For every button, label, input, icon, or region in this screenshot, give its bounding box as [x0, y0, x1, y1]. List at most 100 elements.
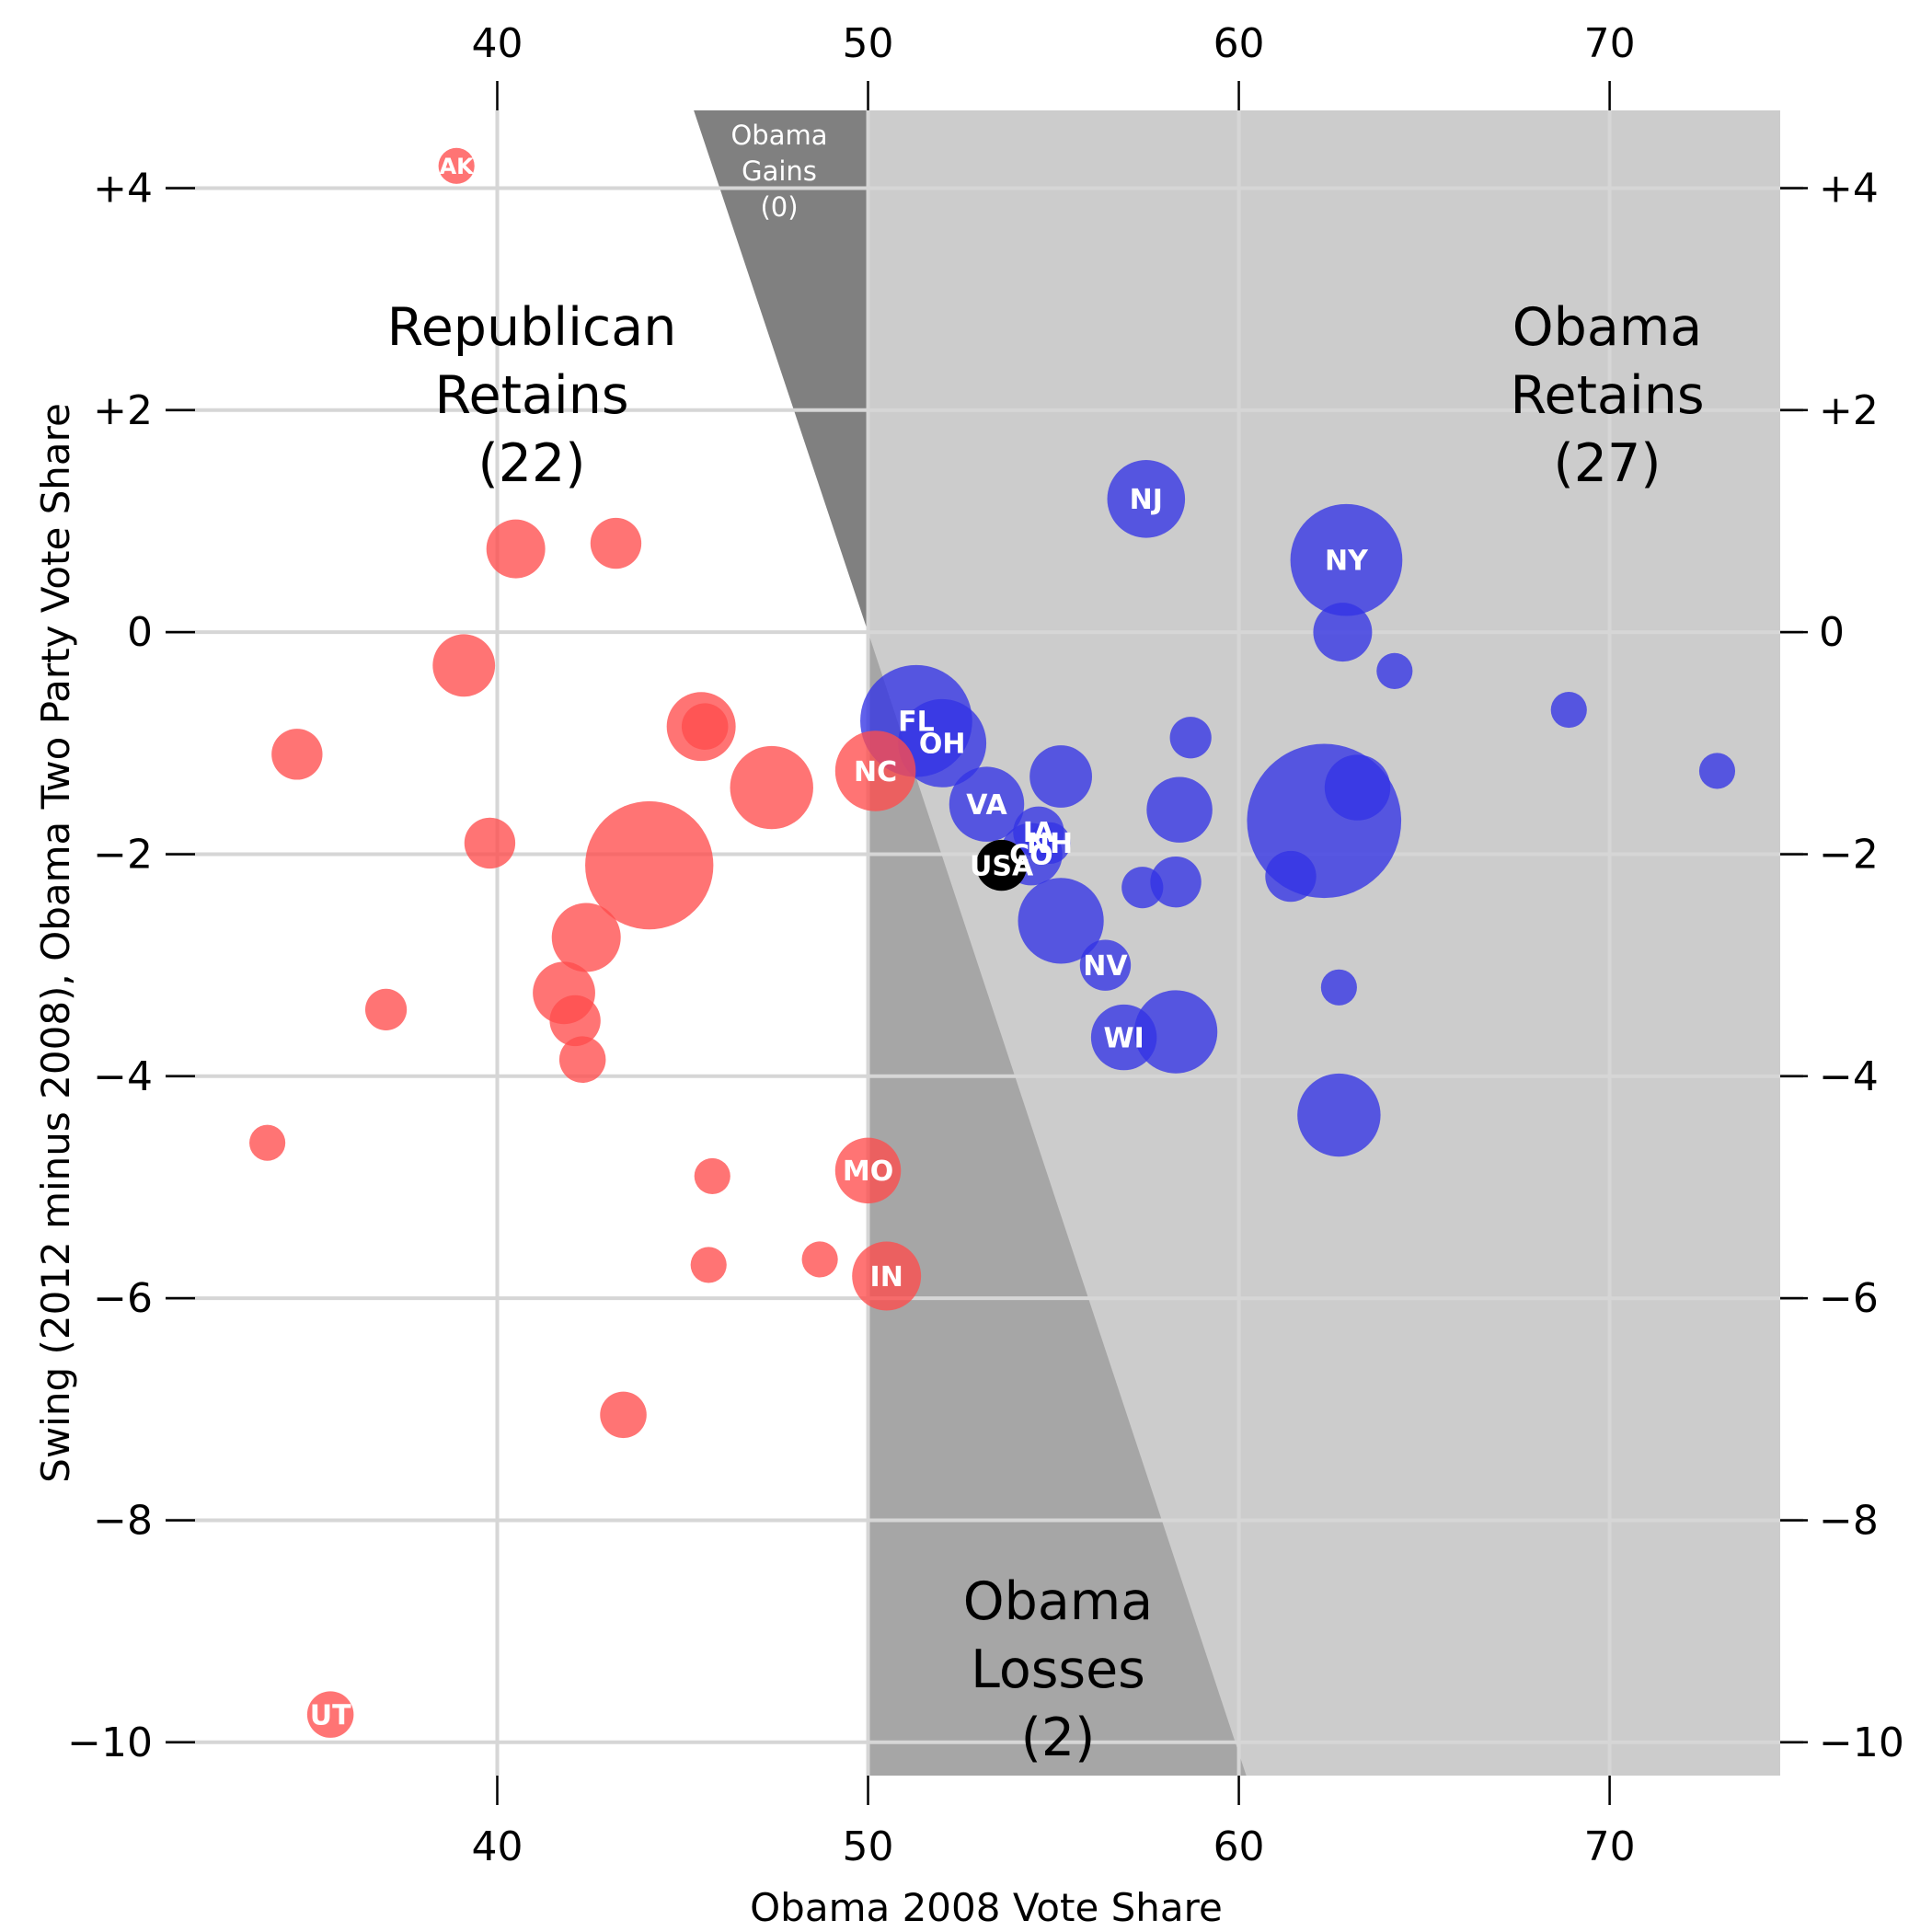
x-tick-label-top: 70: [1584, 20, 1636, 67]
bubble-label-ut: UT: [310, 1699, 351, 1731]
bubble-republican-state: [590, 517, 642, 569]
bubble-in: [852, 1241, 922, 1311]
bubble-label-co: CO: [1009, 839, 1053, 871]
bubble-obama-state: [1146, 776, 1213, 843]
x-tick-label-top: 50: [843, 20, 894, 67]
bubble-label-wi: WI: [1103, 1022, 1144, 1054]
bubble-obama-state: [1018, 878, 1104, 964]
bubble-label-fl: FL: [898, 706, 935, 738]
bubble-obama-state: [1150, 856, 1202, 908]
bubble-republican-state: [271, 729, 323, 780]
bubble-label-in: IN: [870, 1261, 903, 1294]
y-tick-label-left: −8: [93, 1497, 153, 1544]
bubble-republican-state: [464, 817, 516, 869]
region-label-line: Obama: [1512, 297, 1702, 358]
region-label-line: Obama: [963, 1571, 1153, 1632]
bubble-obama-state: [1121, 867, 1164, 909]
y-tick-label-right: −8: [1819, 1497, 1879, 1544]
bubble-obama-state: [1029, 745, 1093, 808]
bubble-republican-state: [364, 988, 408, 1030]
grid-layer: [166, 110, 1803, 1776]
y-tick-label-right: −6: [1819, 1275, 1879, 1322]
region-label-republican-retains: Republican Retains (22): [387, 297, 677, 494]
y-tick-label-left: 0: [127, 609, 153, 656]
region-label-line: Gains: [742, 155, 817, 187]
region-label-line: Republican: [387, 297, 677, 358]
x-axis-title: Obama 2008 Vote Share: [750, 1885, 1223, 1930]
bubble-label-oh: OH: [919, 729, 966, 761]
y-tick-label-left: +4: [93, 165, 153, 212]
y-tick-label-right: −4: [1819, 1053, 1879, 1100]
y-tick-label-left: +2: [93, 387, 153, 434]
bubble-obama-state: [1698, 753, 1736, 789]
bubble-label-va: VA: [966, 789, 1007, 822]
region-label-line: (22): [477, 433, 585, 494]
bubble-label-ia: IA: [1023, 817, 1055, 849]
bubble-republican-state: [694, 1157, 730, 1194]
bubble-mo: [834, 1137, 902, 1204]
y-tick-label-right: −10: [1819, 1719, 1904, 1766]
y-tick-label-right: −2: [1819, 831, 1879, 878]
region-label-line: Retains: [434, 365, 628, 426]
bubble-obama-state: [1376, 652, 1413, 689]
region-label-line: (0): [760, 191, 798, 223]
bubble-republican-state: [249, 1124, 286, 1161]
bubble-obama-state: [1265, 850, 1317, 903]
bubble-oh: [898, 698, 987, 788]
region-label-line: (27): [1553, 433, 1661, 494]
x-tick-label-top: 60: [1213, 20, 1265, 67]
x-tick-label-bottom: 50: [843, 1823, 894, 1870]
bubble-republican-state: [730, 745, 813, 830]
region-labels-layer: Republican Retains (22)Obama Retains (27)Oba…: [387, 120, 1705, 1768]
bubble-republican-state: [551, 903, 621, 972]
bubble-ny: [1290, 503, 1403, 616]
y-tick-label-left: −2: [93, 831, 153, 878]
bubbles-layer: [249, 147, 1736, 1738]
bubble-republican-state: [690, 1247, 727, 1283]
region-label-line: (2): [1021, 1708, 1096, 1768]
bubble-ut: [306, 1691, 354, 1738]
x-tick-label-bottom: 40: [471, 1823, 523, 1870]
bubble-obama-state: [1133, 990, 1218, 1074]
bubble-obama-state: [1320, 969, 1357, 1006]
y-tick-label-left: −6: [93, 1275, 153, 1322]
region-label-obama-retains: Obama Retains (27): [1510, 297, 1704, 494]
y-tick-label-left: −10: [67, 1719, 153, 1766]
bubble-obama-state: [1324, 754, 1391, 821]
region-label-line: Losses: [971, 1639, 1145, 1700]
bubble-label-nc: NC: [854, 756, 897, 788]
bubble-label-nh: NH: [1027, 828, 1073, 860]
region-label-line: Retains: [1510, 365, 1704, 426]
bubble-wi: [1090, 1004, 1157, 1071]
bubble-republican-state: [600, 1391, 647, 1439]
bubble-nj: [1107, 460, 1186, 538]
bubble-label-ak: AK: [440, 154, 476, 179]
bubble-obama-state: [1169, 717, 1212, 759]
bubble-republican-state: [801, 1241, 838, 1278]
bubble-nv: [1079, 939, 1132, 991]
x-tick-label-top: 40: [471, 20, 523, 67]
bubble-label-usa: USA: [970, 850, 1034, 882]
bubble-label-ny: NY: [1325, 546, 1369, 578]
bubble-republican-state: [681, 703, 729, 750]
bubble-republican-state: [585, 800, 714, 930]
bubble-label-nj: NJ: [1130, 484, 1163, 516]
regions-layer: [694, 110, 1780, 1777]
bubble-ak: [438, 147, 475, 184]
bubble-republican-state: [549, 995, 601, 1047]
y-tick-label-left: −4: [93, 1053, 153, 1100]
bubble-nc: [834, 730, 916, 811]
region-label-line: Obama: [730, 120, 827, 151]
bubble-republican-state: [558, 1036, 606, 1083]
bubble-obama-state: [1313, 603, 1373, 662]
y-axis-title: Swing (2012 minus 2008), Obama Two Party…: [33, 403, 78, 1483]
x-tick-label-bottom: 70: [1584, 1823, 1636, 1870]
x-tick-label-bottom: 60: [1213, 1823, 1265, 1870]
region-obama-losses: [868, 632, 1247, 1777]
y-tick-label-right: +2: [1819, 387, 1879, 434]
bubble-usa: [975, 839, 1028, 891]
bubble-obama-state: [1297, 1073, 1381, 1157]
bubble-obama-state: [1550, 692, 1587, 729]
